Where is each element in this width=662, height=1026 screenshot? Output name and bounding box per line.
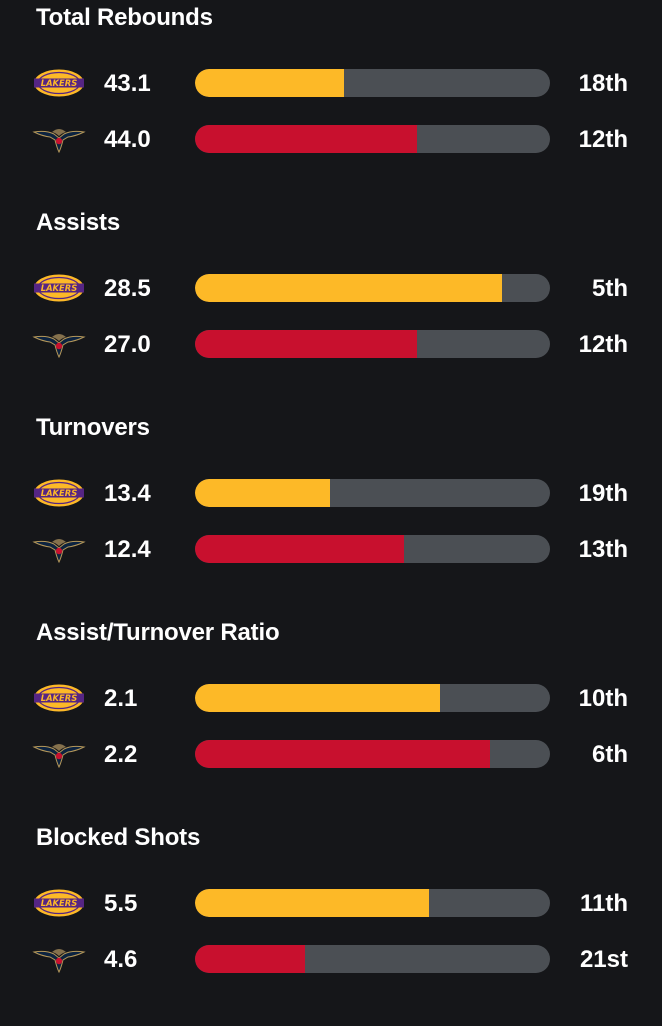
pelicans-stat-bar-fill — [195, 945, 306, 973]
pelicans-stat-value: 2.2 — [104, 741, 138, 768]
lakers-stat-value: 2.1 — [104, 685, 138, 712]
pelicans-stat-value: 44.0 — [104, 126, 151, 153]
pelicans-stat-row: 2.2 6th — [0, 739, 662, 769]
lakers-logo-icon: LAKERS — [32, 273, 86, 303]
svg-text:LAKERS: LAKERS — [41, 898, 78, 908]
pelicans-stat-row: 4.6 21st — [0, 944, 662, 974]
lakers-stat-row: LAKERS 43.1 18th — [0, 68, 662, 98]
lakers-stat-value: 43.1 — [104, 70, 151, 97]
lakers-stat-row: LAKERS 28.5 5th — [0, 273, 662, 303]
pelicans-stat-row: 27.0 12th — [0, 329, 662, 359]
pelicans-stat-bar — [195, 330, 550, 358]
pelicans-logo-icon — [32, 534, 86, 564]
stat-title: Blocked Shots — [36, 824, 201, 851]
lakers-stat-bar — [195, 684, 550, 712]
svg-text:LAKERS: LAKERS — [41, 78, 78, 88]
svg-text:LAKERS: LAKERS — [41, 283, 78, 293]
lakers-league-rank: 5th — [592, 275, 628, 302]
pelicans-logo-icon — [32, 944, 86, 974]
pelicans-league-rank: 12th — [578, 126, 628, 153]
lakers-stat-bar-fill — [195, 479, 330, 507]
pelicans-stat-value: 12.4 — [104, 536, 151, 563]
lakers-stat-row: LAKERS 5.5 11th — [0, 888, 662, 918]
lakers-stat-bar-fill — [195, 274, 503, 302]
stat-section: Assist/Turnover Ratio LAKERS 2.1 10th — [0, 615, 662, 821]
pelicans-stat-bar — [195, 125, 550, 153]
stat-section: Blocked Shots LAKERS 5.5 11th — [0, 820, 662, 1026]
stat-title: Assists — [36, 209, 120, 236]
lakers-league-rank: 18th — [578, 70, 628, 97]
pelicans-stat-bar-fill — [195, 330, 417, 358]
pelicans-logo-icon — [32, 739, 86, 769]
lakers-stat-value: 13.4 — [104, 480, 151, 507]
lakers-logo-icon: LAKERS — [32, 478, 86, 508]
pelicans-league-rank: 12th — [578, 331, 628, 358]
lakers-league-rank: 19th — [578, 480, 628, 507]
lakers-stat-bar — [195, 889, 550, 917]
lakers-stat-row: LAKERS 2.1 10th — [0, 683, 662, 713]
pelicans-stat-bar — [195, 740, 550, 768]
lakers-league-rank: 11th — [579, 890, 628, 917]
pelicans-logo-icon — [32, 124, 86, 154]
pelicans-stat-bar-fill — [195, 740, 490, 768]
stat-title: Assist/Turnover Ratio — [36, 619, 280, 646]
pelicans-stat-bar — [195, 535, 550, 563]
pelicans-stat-row: 44.0 12th — [0, 124, 662, 154]
pelicans-stat-bar-fill — [195, 125, 417, 153]
pelicans-logo-icon — [32, 329, 86, 359]
svg-text:LAKERS: LAKERS — [41, 693, 78, 703]
lakers-stat-bar — [195, 479, 550, 507]
pelicans-league-rank: 21st — [579, 946, 628, 973]
stat-title: Total Rebounds — [36, 4, 213, 31]
lakers-stat-bar — [195, 274, 550, 302]
lakers-stat-bar-fill — [195, 69, 345, 97]
lakers-league-rank: 10th — [578, 685, 628, 712]
pelicans-stat-value: 27.0 — [104, 331, 151, 358]
stat-title: Turnovers — [36, 414, 150, 441]
lakers-stat-value: 5.5 — [104, 890, 138, 917]
stat-section: Turnovers LAKERS 13.4 19th — [0, 410, 662, 616]
lakers-stat-row: LAKERS 13.4 19th — [0, 478, 662, 508]
lakers-logo-icon: LAKERS — [32, 888, 86, 918]
pelicans-league-rank: 13th — [578, 536, 628, 563]
pelicans-league-rank: 6th — [592, 741, 628, 768]
svg-text:LAKERS: LAKERS — [41, 488, 78, 498]
lakers-stat-bar — [195, 69, 550, 97]
stat-section: Total Rebounds LAKERS 43.1 18th — [0, 0, 662, 206]
lakers-logo-icon: LAKERS — [32, 683, 86, 713]
lakers-logo-icon: LAKERS — [32, 68, 86, 98]
lakers-stat-value: 28.5 — [104, 275, 151, 302]
pelicans-stat-row: 12.4 13th — [0, 534, 662, 564]
stat-section: Assists LAKERS 28.5 5th — [0, 205, 662, 411]
lakers-stat-bar-fill — [195, 684, 440, 712]
pelicans-stat-bar — [195, 945, 550, 973]
pelicans-stat-bar-fill — [195, 535, 405, 563]
pelicans-stat-value: 4.6 — [104, 946, 138, 973]
lakers-stat-bar-fill — [195, 889, 430, 917]
